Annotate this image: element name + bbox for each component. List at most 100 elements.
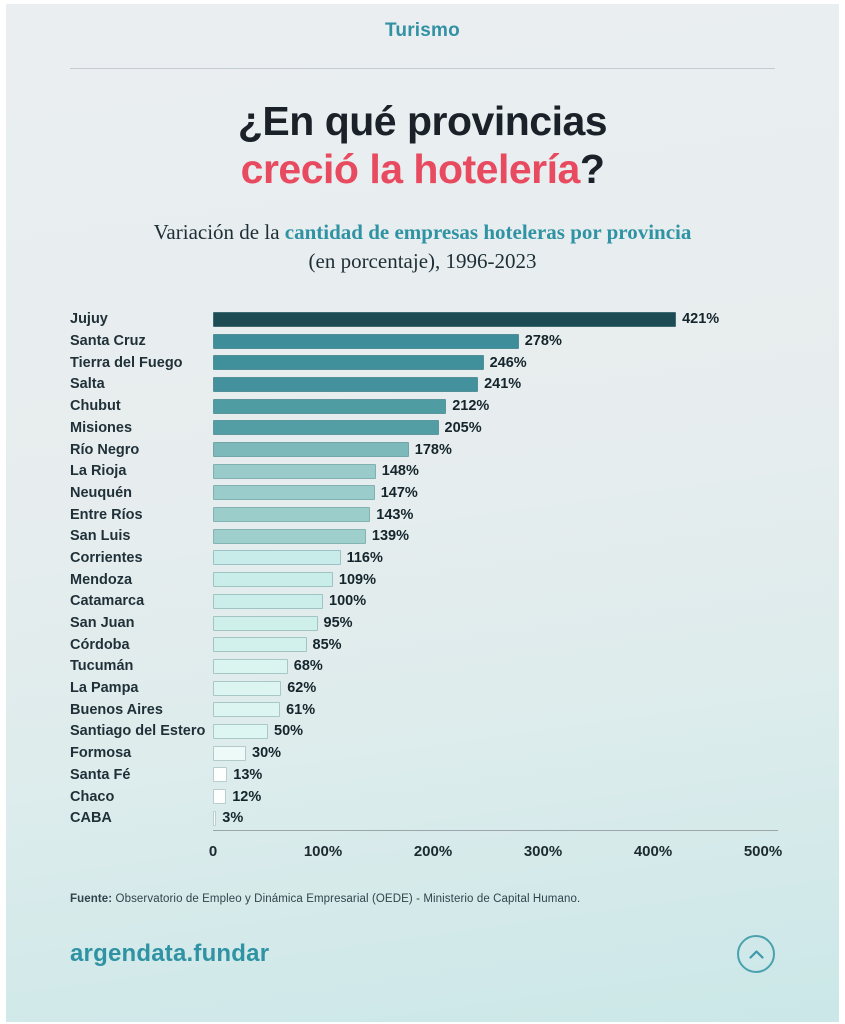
title-highlight: creció la hotelería [240, 146, 581, 193]
value-label: 139% [371, 528, 409, 545]
chart-row: Buenos Aires 61% [70, 699, 775, 721]
category-label: San Juan [70, 615, 135, 631]
value-label: 95% [323, 615, 353, 631]
bar [213, 311, 677, 327]
chart-row: CABA 3% [70, 807, 775, 829]
value-label: 109% [338, 571, 376, 588]
header-divider [70, 68, 775, 69]
chart-row: Jujuy 421% [70, 309, 775, 331]
value-label: 85% [312, 636, 342, 653]
chart-row: Catamarca 100% [70, 590, 775, 612]
x-tick-label: 100% [303, 843, 343, 861]
value-label: 241% [484, 376, 522, 393]
brand-link[interactable]: argendata.fundar [70, 940, 270, 968]
chart-row: San Juan 95% [70, 612, 775, 634]
category-label: Salta [70, 376, 105, 393]
chart-rows: Jujuy 421% Santa Cruz 278% Tierra del Fuego 2… [70, 309, 775, 830]
category-label: Jujuy [70, 311, 108, 328]
bar [213, 789, 227, 804]
page-title: ¿En qué provincias creció la hotelería? [6, 97, 839, 194]
bar [213, 420, 439, 436]
value-label: 246% [489, 354, 527, 371]
chart-row: Santiago del Estero 50% [70, 721, 775, 743]
bar [213, 615, 318, 631]
value-label: 147% [380, 484, 418, 501]
bar [213, 507, 371, 523]
chart-row: Tucumán 68% [70, 656, 775, 678]
bar [213, 550, 341, 566]
chart-row: La Pampa 62% [70, 677, 775, 699]
category-label: Santa Cruz [70, 333, 146, 350]
infographic-card: Turismo ¿En qué provincias creció la hote… [6, 4, 839, 1022]
value-label: 13% [233, 766, 263, 783]
value-label: 12% [232, 788, 262, 805]
chart-row: Neuquén 147% [70, 482, 775, 504]
scroll-top-button[interactable] [737, 935, 775, 974]
value-label: 62% [287, 680, 317, 697]
bar [213, 463, 376, 479]
chart-row: Corrientes 116% [70, 547, 775, 569]
category-label: Corrientes [70, 549, 143, 566]
bar-chart: Jujuy 421% Santa Cruz 278% Tierra del Fuego 2… [70, 309, 782, 864]
source-note: Fuente: Observatorio de Empleo y Dinámic… [70, 893, 775, 905]
x-axis-ticks: 0 100% 200% 300% 400% 500% [209, 843, 782, 863]
category-label: Misiones [70, 419, 133, 436]
bar [213, 680, 282, 696]
bar [213, 810, 217, 826]
source-text: Observatorio de Empleo y Dinámica Empres… [112, 893, 581, 906]
value-label: 116% [346, 549, 383, 566]
value-label: 50% [274, 723, 304, 740]
value-label: 61% [286, 701, 316, 718]
title-question-mark: ? [579, 146, 605, 193]
bar [213, 398, 447, 414]
subtitle-line2: (en porcentaje), 1996-2023 [308, 249, 537, 274]
category-label: La Pampa [70, 680, 139, 697]
value-label: 212% [452, 398, 490, 415]
value-label: 148% [381, 463, 419, 480]
chart-subtitle: Variación de la cantidad de empresas hot… [6, 218, 839, 277]
chart-row: Formosa 30% [70, 742, 775, 764]
bar [213, 702, 281, 718]
chart-row: Santa Fé 13% [70, 764, 775, 786]
chart-row: Córdoba 85% [70, 634, 775, 656]
chart-row: Río Negro 178% [70, 439, 775, 461]
subtitle-highlight: cantidad de empresas hoteleras por provi… [284, 219, 692, 244]
bar [213, 333, 519, 349]
x-tick-label: 500% [743, 843, 783, 861]
category-label: Chubut [70, 398, 121, 415]
value-label: 178% [414, 441, 452, 458]
bar [213, 767, 228, 783]
category-label: Catamarca [70, 593, 145, 610]
bar [213, 658, 288, 674]
value-label: 100% [329, 593, 367, 610]
footer: argendata.fundar [70, 935, 775, 974]
chart-row: Mendoza 109% [70, 569, 775, 591]
category-label: Neuquén [70, 484, 133, 501]
bar [213, 485, 375, 501]
chart-row: Tierra del Fuego 246% [70, 352, 775, 374]
value-label: 143% [376, 506, 414, 523]
bar [213, 376, 479, 392]
category-label: Tierra del Fuego [70, 354, 183, 371]
bar [213, 637, 307, 653]
chart-row: Misiones 205% [70, 417, 775, 439]
subtitle-prefix: Variación de la [153, 219, 285, 244]
chart-row: La Rioja 148% [70, 460, 775, 482]
bar [213, 528, 366, 544]
x-tick-label: 300% [523, 843, 563, 861]
page-kicker: Turismo [385, 20, 460, 41]
value-label: 421% [682, 311, 720, 328]
category-label: Córdoba [70, 636, 130, 653]
bar [213, 572, 333, 588]
bar [213, 593, 323, 609]
category-label: Entre Ríos [70, 506, 143, 523]
chart-row: Chaco 12% [70, 786, 775, 808]
bar [213, 442, 409, 457]
value-label: 30% [252, 745, 282, 762]
bar [213, 745, 246, 761]
bar [213, 355, 484, 371]
category-label: Santiago del Estero [70, 723, 206, 740]
value-label: 205% [444, 419, 482, 436]
title-line1: ¿En qué provincias [237, 98, 608, 144]
source-label: Fuente: [70, 893, 113, 906]
